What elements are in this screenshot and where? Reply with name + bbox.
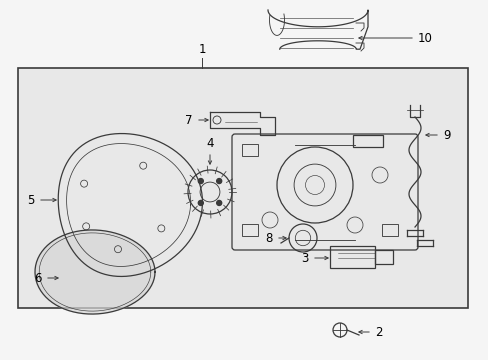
Bar [329, 246, 374, 268]
Text: 4: 4 [206, 137, 213, 150]
Text: 5: 5 [27, 194, 35, 207]
Bar [381, 224, 397, 236]
Circle shape [198, 179, 203, 184]
Text: 9: 9 [442, 129, 449, 141]
Bar [18, 68, 467, 308]
Circle shape [216, 201, 221, 206]
Bar [374, 250, 392, 264]
Bar [352, 135, 382, 147]
Polygon shape [35, 230, 155, 314]
Text: 8: 8 [265, 231, 272, 244]
Text: 1: 1 [198, 43, 205, 56]
Text: 3: 3 [301, 252, 308, 265]
Text: 10: 10 [417, 32, 432, 45]
Circle shape [216, 179, 221, 184]
Bar [242, 224, 258, 236]
Circle shape [198, 201, 203, 206]
Text: 2: 2 [374, 325, 382, 338]
Text: 7: 7 [185, 113, 193, 126]
Bar [242, 144, 258, 156]
Text: 6: 6 [35, 271, 42, 284]
